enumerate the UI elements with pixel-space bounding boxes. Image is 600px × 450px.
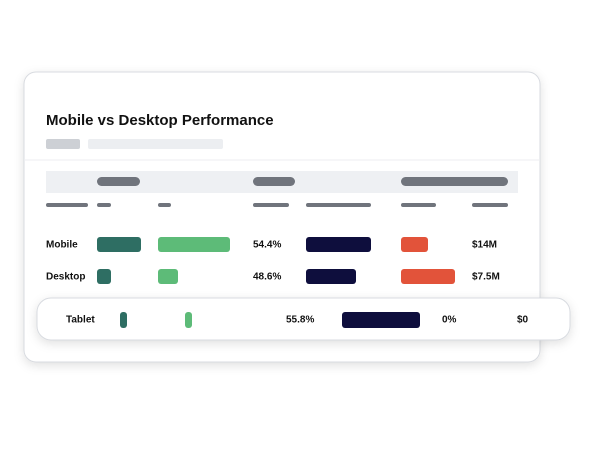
row-label: Mobile xyxy=(46,240,78,251)
bar xyxy=(97,269,111,284)
bar xyxy=(401,269,455,284)
share: 54.4% xyxy=(253,240,281,251)
row-label: Desktop xyxy=(46,272,85,283)
revenue: $14M xyxy=(472,240,497,251)
subheader-placeholders xyxy=(46,203,508,207)
bar xyxy=(306,269,356,284)
bar xyxy=(401,237,428,252)
change: 0% xyxy=(442,315,457,326)
placeholder xyxy=(46,139,80,149)
bar xyxy=(185,312,192,328)
highlight-row xyxy=(36,297,571,341)
revenue: $7.5M xyxy=(472,272,500,283)
header-placeholders xyxy=(97,177,508,186)
bar xyxy=(342,312,420,328)
row-label: Tablet xyxy=(66,315,95,326)
bar xyxy=(97,237,141,252)
bar xyxy=(158,269,178,284)
bar xyxy=(120,312,127,328)
placeholder xyxy=(88,139,223,149)
bar xyxy=(158,237,230,252)
share: 48.6% xyxy=(253,272,281,283)
revenue: $0 xyxy=(517,315,529,326)
share: 55.8% xyxy=(286,315,314,326)
bar xyxy=(306,237,371,252)
card-title: Mobile vs Desktop Performance xyxy=(46,112,274,129)
